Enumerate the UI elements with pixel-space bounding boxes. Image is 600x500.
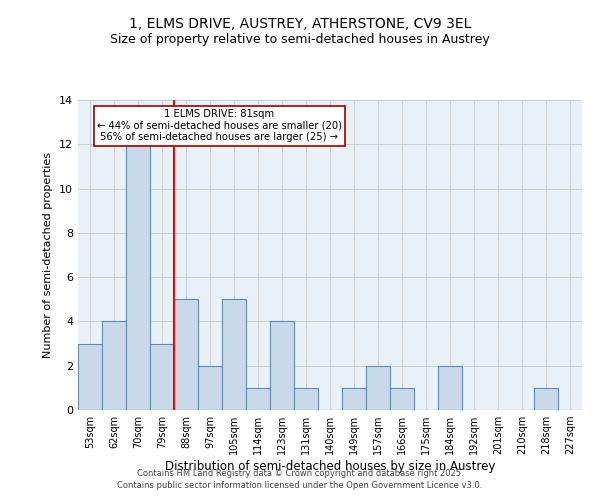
Bar [150, 344, 174, 410]
Bar [222, 300, 246, 410]
Y-axis label: Number of semi-detached properties: Number of semi-detached properties [43, 152, 53, 358]
Text: Size of property relative to semi-detached houses in Austrey: Size of property relative to semi-detach… [110, 32, 490, 46]
Bar [126, 122, 150, 410]
Bar [198, 366, 222, 410]
Bar [246, 388, 270, 410]
Bar [294, 388, 318, 410]
Bar [342, 388, 366, 410]
Bar [534, 388, 558, 410]
Bar [270, 322, 294, 410]
X-axis label: Distribution of semi-detached houses by size in Austrey: Distribution of semi-detached houses by … [165, 460, 495, 473]
Text: 1 ELMS DRIVE: 81sqm
← 44% of semi-detached houses are smaller (20)
56% of semi-d: 1 ELMS DRIVE: 81sqm ← 44% of semi-detach… [97, 110, 341, 142]
Bar [366, 366, 390, 410]
Bar [78, 344, 102, 410]
Text: Contains HM Land Registry data © Crown copyright and database right 2025.: Contains HM Land Registry data © Crown c… [137, 468, 463, 477]
Bar [102, 322, 126, 410]
Bar [390, 388, 414, 410]
Text: 1, ELMS DRIVE, AUSTREY, ATHERSTONE, CV9 3EL: 1, ELMS DRIVE, AUSTREY, ATHERSTONE, CV9 … [129, 18, 471, 32]
Bar [438, 366, 462, 410]
Bar [174, 300, 198, 410]
Text: Contains public sector information licensed under the Open Government Licence v3: Contains public sector information licen… [118, 481, 482, 490]
